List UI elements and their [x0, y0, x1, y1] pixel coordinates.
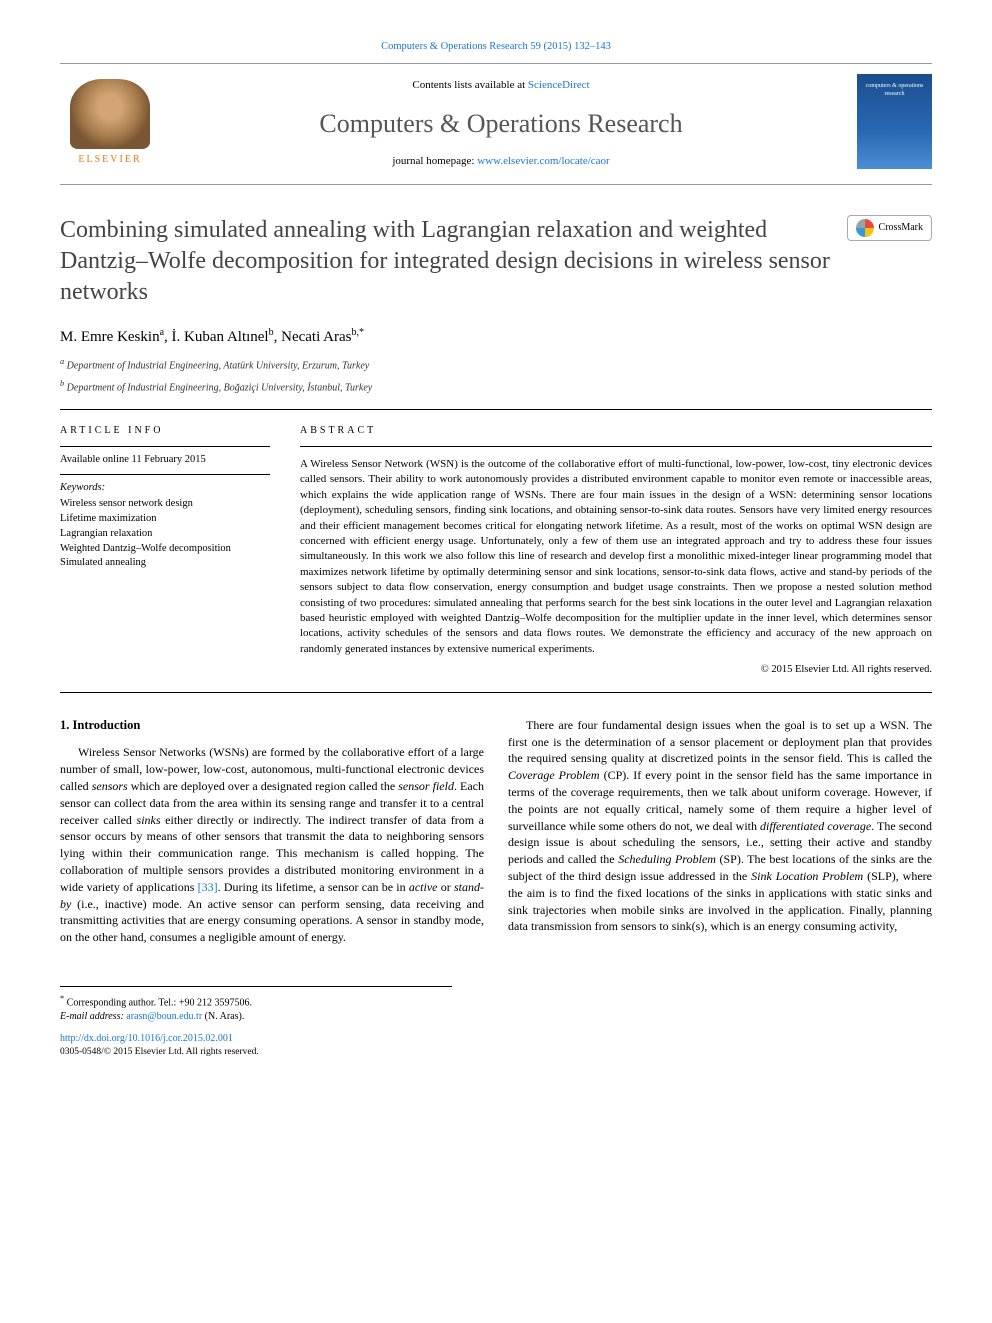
authors-line: M. Emre Keskina, İ. Kuban Altınelb, Neca… — [60, 326, 932, 348]
contents-list-line: Contents lists available at ScienceDirec… — [160, 78, 842, 93]
article-info-heading: ARTICLE INFO — [60, 424, 270, 438]
doi-link[interactable]: http://dx.doi.org/10.1016/j.cor.2015.02.… — [60, 1032, 452, 1046]
abstract-column: ABSTRACT A Wireless Sensor Network (WSN)… — [300, 424, 932, 678]
crossmark-icon — [856, 219, 874, 237]
journal-header-center: Contents lists available at ScienceDirec… — [160, 78, 842, 169]
body-text: 1. Introduction Wireless Sensor Networks… — [60, 717, 932, 946]
email-line: E-mail address: arasn@boun.edu.tr (N. Ar… — [60, 1010, 452, 1024]
author-3: Necati Aras — [281, 329, 351, 345]
affiliation-a: a Department of Industrial Engineering, … — [60, 356, 932, 373]
issn-copyright: 0305-0548/© 2015 Elsevier Ltd. All right… — [60, 1046, 452, 1059]
article-title: Combining simulated annealing with Lagra… — [60, 215, 832, 309]
keywords-label: Keywords: — [60, 481, 270, 496]
journal-homepage-line: journal homepage: www.elsevier.com/locat… — [160, 154, 842, 169]
keyword: Simulated annealing — [60, 556, 270, 571]
author-1-aff: a — [160, 327, 164, 338]
author-1: M. Emre Keskin — [60, 329, 160, 345]
corresponding-email-link[interactable]: arasn@boun.edu.tr — [126, 1011, 202, 1022]
keyword: Lagrangian relaxation — [60, 527, 270, 542]
journal-name: Computers & Operations Research — [160, 106, 842, 142]
section-1-para-1: Wireless Sensor Networks (WSNs) are form… — [60, 744, 484, 946]
publisher-logo-block: ELSEVIER — [60, 79, 160, 169]
abstract-heading: ABSTRACT — [300, 424, 932, 438]
abstract-copyright: © 2015 Elsevier Ltd. All rights reserved… — [300, 663, 932, 678]
author-3-aff: b,* — [352, 327, 365, 338]
crossmark-label: CrossMark — [879, 221, 923, 235]
keyword: Lifetime maximization — [60, 512, 270, 527]
abstract-text: A Wireless Sensor Network (WSN) is the o… — [300, 457, 932, 657]
available-online: Available online 11 February 2015 — [60, 453, 270, 468]
section-divider — [60, 692, 932, 693]
publisher-name: ELSEVIER — [70, 153, 150, 167]
affiliation-b: b Department of Industrial Engineering, … — [60, 378, 932, 395]
journal-cover-block — [842, 74, 932, 174]
elsevier-tree-icon: ELSEVIER — [70, 79, 150, 169]
keyword: Weighted Dantzig–Wolfe decomposition — [60, 542, 270, 557]
corresponding-author: * Corresponding author. Tel.: +90 212 35… — [60, 993, 452, 1010]
journal-homepage-link[interactable]: www.elsevier.com/locate/caor — [477, 155, 609, 167]
section-1-para-2: There are four fundamental design issues… — [508, 717, 932, 935]
title-row: Combining simulated annealing with Lagra… — [60, 215, 932, 309]
info-abstract-row: ARTICLE INFO Available online 11 Februar… — [60, 424, 932, 678]
article-info-column: ARTICLE INFO Available online 11 Februar… — [60, 424, 270, 678]
author-2-aff: b — [269, 327, 274, 338]
journal-citation-header: Computers & Operations Research 59 (2015… — [60, 40, 932, 55]
crossmark-badge-block[interactable]: CrossMark — [832, 215, 932, 242]
sciencedirect-link[interactable]: ScienceDirect — [528, 79, 590, 91]
journal-cover-icon — [857, 74, 932, 169]
keyword: Wireless sensor network design — [60, 497, 270, 512]
section-divider — [60, 409, 932, 410]
author-2: İ. Kuban Altınel — [172, 329, 269, 345]
homepage-prefix: journal homepage: — [392, 155, 477, 167]
journal-header: ELSEVIER Contents lists available at Sci… — [60, 63, 932, 185]
section-1-heading: 1. Introduction — [60, 717, 484, 735]
contents-prefix: Contents lists available at — [412, 79, 527, 91]
citation-33[interactable]: [33] — [198, 880, 218, 894]
footer-block: * Corresponding author. Tel.: +90 212 35… — [60, 986, 452, 1060]
